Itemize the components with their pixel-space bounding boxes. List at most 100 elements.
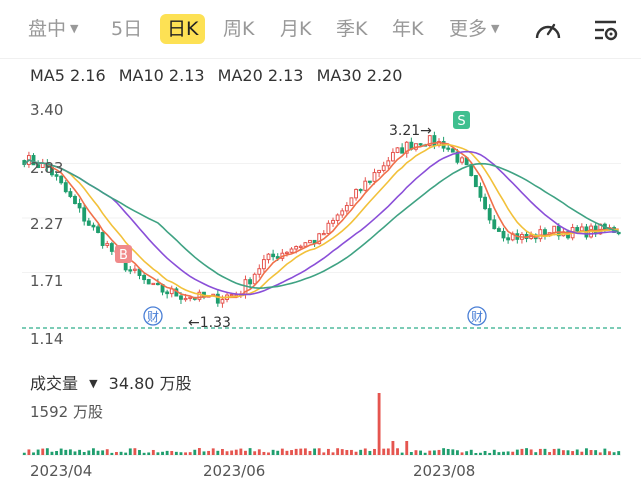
candle-body xyxy=(68,191,73,197)
candle-body xyxy=(298,245,303,248)
volume-bar xyxy=(308,451,312,455)
volume-bar xyxy=(230,450,234,455)
low-price-label: ←1.33 xyxy=(188,315,231,331)
volume-bar xyxy=(405,441,409,455)
volume-bar xyxy=(262,451,266,455)
candle-body xyxy=(354,188,358,199)
y-tick-label: 1.14 xyxy=(30,330,64,348)
volume-bar xyxy=(156,452,160,455)
tab-weekly-k[interactable]: 周K xyxy=(223,18,255,40)
volume-bar xyxy=(359,449,363,455)
volume-bar xyxy=(469,449,473,455)
volume-bar xyxy=(165,450,169,455)
candle-body xyxy=(473,175,478,188)
candle-body xyxy=(77,202,82,209)
volume-bar xyxy=(119,451,123,455)
volume-bar xyxy=(290,450,293,455)
candle-body xyxy=(54,174,59,177)
volume-bar xyxy=(396,448,399,455)
volume-bar xyxy=(525,448,528,455)
volume-bar xyxy=(340,449,344,455)
candle-body xyxy=(344,205,349,212)
candle-body xyxy=(483,196,488,210)
tab-monthly-k[interactable]: 月K xyxy=(280,18,312,40)
candle-body xyxy=(616,231,621,235)
volume-header[interactable]: 成交量 ▼ 34.80 万股 xyxy=(30,370,192,394)
volume-bar xyxy=(32,452,35,455)
volume-bar xyxy=(502,451,505,455)
volume-bar xyxy=(363,448,367,455)
volume-label: 成交量 xyxy=(30,374,79,393)
candle-body xyxy=(96,226,100,233)
volume-bar xyxy=(419,450,422,455)
volume-bar xyxy=(303,448,307,455)
volume-bar xyxy=(115,451,118,455)
candle-body xyxy=(165,291,170,295)
volume-bar xyxy=(331,452,335,455)
candle-body xyxy=(367,180,372,183)
volume-bar xyxy=(423,452,427,455)
candle-body xyxy=(556,225,561,237)
y-tick-label: 2.83 xyxy=(30,159,64,177)
volume-bar xyxy=(589,449,593,455)
candle-body xyxy=(105,243,110,246)
candle-body xyxy=(31,155,36,166)
candle-body xyxy=(155,282,160,286)
volume-bar xyxy=(45,448,49,455)
candle-body xyxy=(188,296,193,300)
volume-bar xyxy=(479,452,482,455)
volume-max-label: 1592 万股 xyxy=(30,403,103,421)
x-tick-label: 2023/06 xyxy=(203,462,266,480)
volume-bar xyxy=(492,449,496,455)
tab-intraday[interactable]: 盘中 ▼ xyxy=(28,18,79,40)
volume-bar xyxy=(594,450,598,455)
settings-list-icon[interactable] xyxy=(590,14,622,46)
tab-yearly-k[interactable]: 年K xyxy=(392,18,424,40)
chevron-down-icon: ▼ xyxy=(89,377,98,390)
volume-bar xyxy=(151,449,155,455)
candle-body xyxy=(349,197,354,207)
volume-bar xyxy=(59,448,63,455)
volume-bar xyxy=(552,448,556,455)
volume-bar xyxy=(234,449,238,455)
volume-bar xyxy=(142,452,146,455)
volume-value: 34.80 万股 xyxy=(108,374,192,393)
high-price-label: 3.21→ xyxy=(389,123,432,139)
volume-bar xyxy=(221,448,224,455)
candle-body xyxy=(501,230,506,239)
speedometer-icon[interactable] xyxy=(532,14,564,46)
candle-body xyxy=(142,274,147,281)
volume-bar xyxy=(455,450,459,455)
volume-bar xyxy=(336,448,340,455)
candle-body xyxy=(506,237,511,241)
candle-body xyxy=(248,279,253,285)
volume-bar xyxy=(488,452,492,455)
candle-body xyxy=(478,186,483,198)
volume-bar xyxy=(105,449,109,455)
ma-legend: MA5 2.16 MA10 2.13 MA20 2.13 MA30 2.20 xyxy=(30,66,410,85)
candle-body xyxy=(36,164,41,168)
candle-body xyxy=(575,227,580,232)
volume-bar xyxy=(248,448,252,455)
volume-bar xyxy=(317,448,321,455)
tab-daily-k[interactable]: 日K xyxy=(160,14,206,44)
volume-bar xyxy=(377,393,381,455)
tab-quarterly-k[interactable]: 季K xyxy=(336,18,368,40)
candle-body xyxy=(63,182,68,193)
y-tick-label: 3.40 xyxy=(30,101,64,119)
volume-bar xyxy=(506,451,510,455)
volume-bar xyxy=(22,452,26,455)
candle-body xyxy=(271,253,276,258)
volume-bar xyxy=(451,449,455,455)
tab-5day[interactable]: 5日 xyxy=(111,18,143,40)
volume-bar xyxy=(202,451,206,455)
volume-bar xyxy=(161,451,164,455)
volume-bar xyxy=(612,452,616,455)
volume-bar xyxy=(345,450,349,455)
candle-body xyxy=(372,172,377,182)
finance-marker-label: 财 xyxy=(147,310,159,324)
volume-bar xyxy=(211,448,215,455)
tab-more[interactable]: 更多 ▼ xyxy=(449,18,500,40)
candle-body xyxy=(73,195,77,204)
